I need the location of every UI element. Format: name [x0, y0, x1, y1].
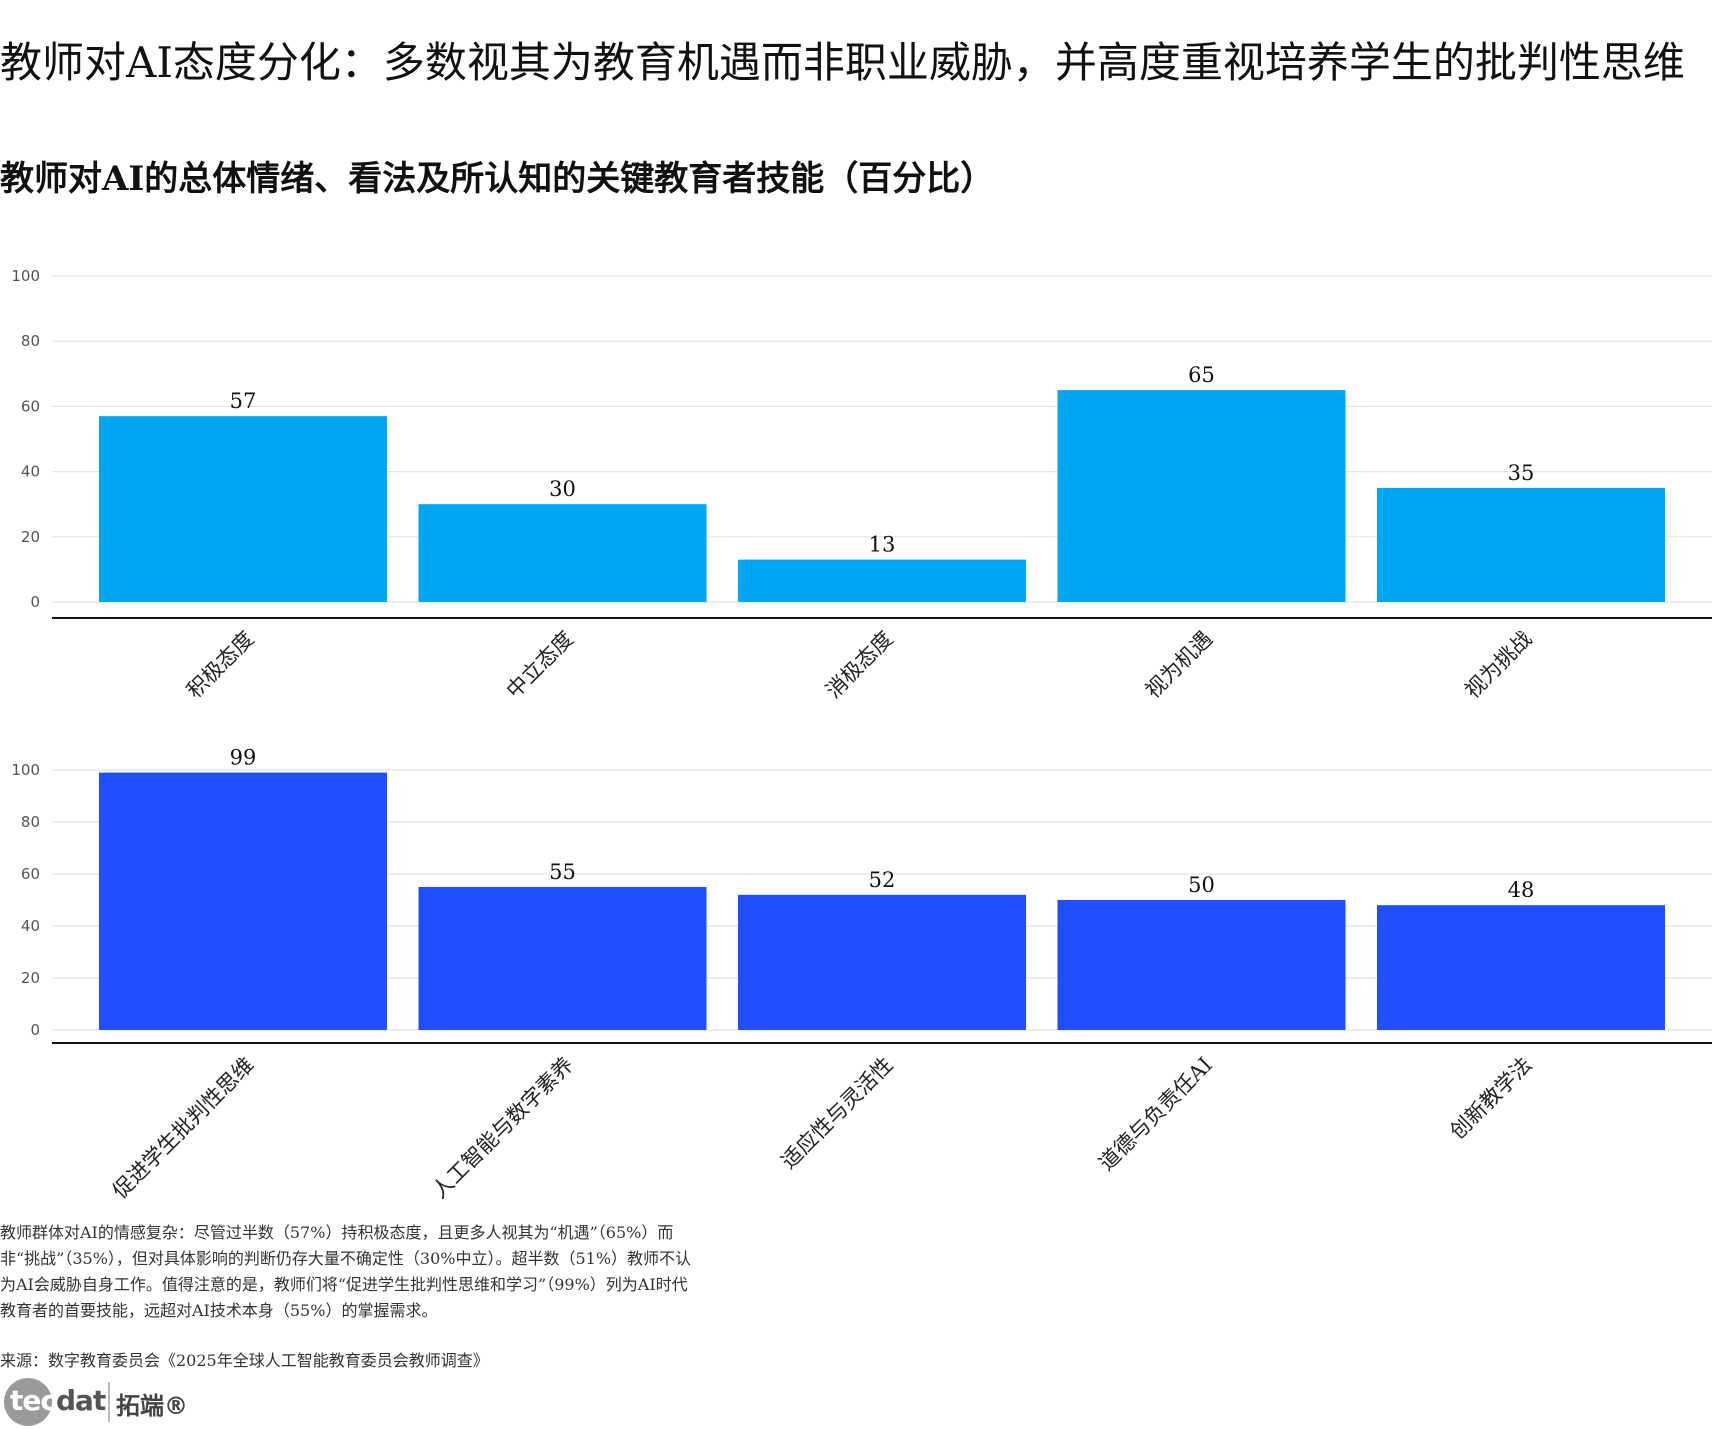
chart-source: 来源：数字教育委员会《2025年全球人工智能教育委员会教师调查》 [0, 1351, 489, 1370]
x-tick-label: 视为挑战 [1460, 627, 1536, 703]
data-label: 35 [1508, 461, 1535, 485]
y-tick-label: 20 [21, 528, 40, 546]
tecdat-logo: tecdat 拓端® [4, 1378, 188, 1426]
chart-subtitle: 教师对AI的总体情绪、看法及所认知的关键教育者技能（百分比） [0, 159, 995, 199]
data-label: 57 [230, 389, 257, 413]
data-label: 13 [869, 533, 896, 557]
chart-note: 教师群体对AI的情感复杂：尽管过半数（57%）持积极态度，且更多人视其为“机遇”… [0, 1223, 692, 1320]
logo-divider [108, 1382, 110, 1422]
y-tick-label: 80 [21, 332, 40, 350]
logo-chinese-name: 拓端® [116, 1392, 188, 1420]
bar [1057, 390, 1346, 602]
y-tick-label: 100 [11, 267, 40, 285]
x-tick-label: 消极态度 [821, 627, 897, 703]
y-tick-label: 60 [21, 397, 40, 415]
x-tick-label: 视为机遇 [1141, 627, 1217, 703]
bar [1377, 487, 1665, 602]
attitude-bar-chart: 0 20 40 60 80 100 57 积极态度 30 中立态度 13 消极态度 65 视为机遇 35 视为… [11, 267, 1712, 703]
bar [418, 504, 707, 602]
x-tick-label: 积极态度 [182, 627, 258, 703]
y-tick-label: 40 [21, 463, 40, 481]
bar [738, 559, 1026, 602]
logo-text-b: dat [55, 1384, 106, 1417]
chart-title: 教师对AI态度分化：多数视其为教育机遇而非职业威胁，并高度重视培养学生的批判性思… [0, 38, 1685, 87]
x-tick-label: 中立态度 [502, 627, 578, 703]
data-label: 30 [549, 477, 576, 501]
bar [99, 416, 387, 602]
logo-text-a: tec [10, 1384, 57, 1417]
data-label: 65 [1188, 363, 1215, 387]
logo-circle-icon [4, 1378, 52, 1426]
y-tick-label: 0 [30, 593, 40, 611]
